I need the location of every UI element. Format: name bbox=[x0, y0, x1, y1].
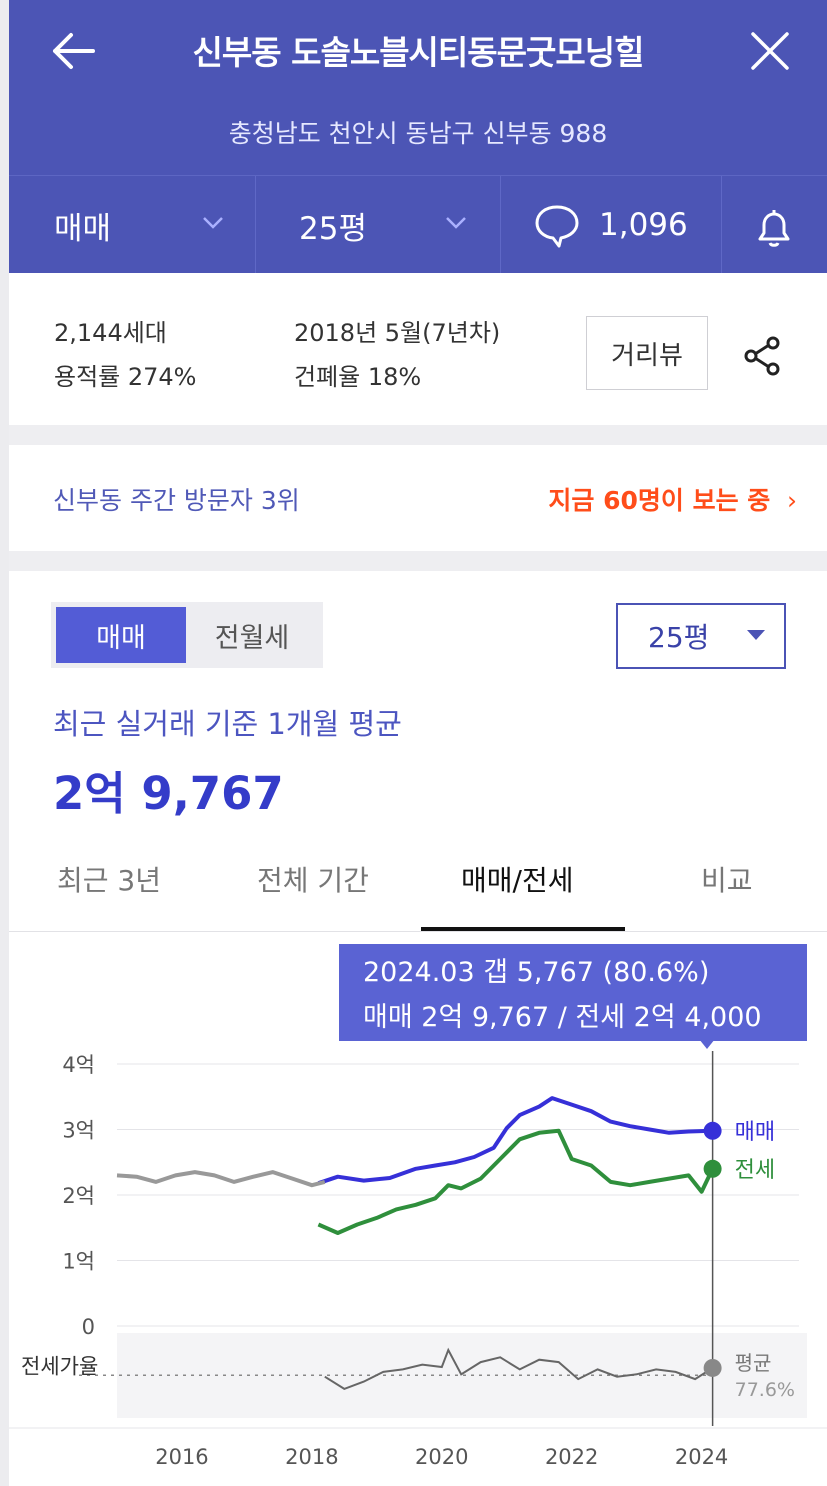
size-label: 25평 bbox=[299, 210, 367, 247]
tab-all-period[interactable]: 전체 기간 bbox=[257, 864, 369, 897]
toggle-rent[interactable]: 전월세 bbox=[214, 622, 290, 654]
chevron-down-icon bbox=[446, 217, 466, 229]
header: 신부동 도솔노블시티동문굿모닝힐 충청남도 천안시 동남구 신부동 988 매매… bbox=[9, 0, 827, 274]
speech-bubble-icon bbox=[535, 205, 579, 248]
header-subbar: 매매 25평 1,096 bbox=[9, 175, 827, 274]
tab-compare[interactable]: 비교 bbox=[701, 864, 753, 897]
bcr-text: 건폐율 18% bbox=[294, 363, 422, 391]
divider bbox=[721, 176, 722, 274]
road-view-button[interactable]: 거리뷰 bbox=[586, 316, 708, 390]
active-tab-indicator bbox=[421, 927, 625, 931]
visitor-rank-text: 신부동 주간 방문자 3위 bbox=[53, 486, 300, 515]
ratio-average-value: 77.6% bbox=[735, 1379, 795, 1401]
ratio-average-label: 평균 bbox=[735, 1351, 772, 1375]
size-dropdown[interactable]: 25평 bbox=[616, 603, 786, 669]
series-end-label: 매매 bbox=[735, 1120, 775, 1145]
x-tick-label: 2022 bbox=[545, 1445, 598, 1469]
address-text: 충청남도 천안시 동남구 신부동 988 bbox=[228, 119, 608, 148]
price-section: 매매 전월세 25평 최근 실거래 기준 1개월 평균 2억 9,767 최근 … bbox=[9, 571, 827, 1486]
divider bbox=[500, 176, 501, 274]
built-text: 2018년 5월(7년차) bbox=[294, 319, 501, 347]
ratio-line bbox=[324, 1347, 714, 1391]
section-gap bbox=[9, 425, 827, 445]
comments-button[interactable]: 1,096 bbox=[533, 176, 713, 274]
share-icon[interactable] bbox=[739, 333, 785, 379]
tab-sale-jeonse[interactable]: 매매/전세 bbox=[461, 864, 574, 897]
y-tick-label: 2억 bbox=[62, 1184, 95, 1208]
x-tick-label: 2020 bbox=[415, 1445, 468, 1469]
chevron-down-icon bbox=[203, 217, 223, 229]
chart-tabs: 최근 3년 전체 기간 매매/전세 비교 bbox=[9, 843, 827, 932]
y-tick-label: 1억 bbox=[62, 1250, 95, 1274]
series-line-0 bbox=[317, 1096, 713, 1186]
live-viewers-link[interactable]: 지금 60명이 보는 중 › bbox=[548, 481, 797, 517]
back-arrow-icon[interactable] bbox=[49, 28, 99, 74]
bell-icon[interactable] bbox=[752, 206, 796, 250]
visitor-banner[interactable]: 신부동 주간 방문자 3위 지금 60명이 보는 중 › bbox=[9, 445, 827, 551]
size-dropdown-label: 25평 bbox=[648, 621, 710, 654]
size-select[interactable]: 25평 bbox=[299, 176, 499, 274]
page-title: 신부동 도솔노블시티동문굿모닝힐 bbox=[192, 33, 645, 72]
ratio-label: 전세가율 bbox=[21, 1354, 98, 1378]
divider bbox=[255, 176, 256, 274]
y-tick-label: 3억 bbox=[62, 1119, 95, 1143]
comment-count: 1,096 bbox=[599, 207, 688, 243]
x-tick-label: 2018 bbox=[285, 1445, 338, 1469]
series-line-2 bbox=[116, 1170, 326, 1188]
chart-tooltip: 2024.03 갭 5,767 (80.6%) 매매 2억 9,767 / 전세… bbox=[339, 944, 807, 1041]
series-end-marker bbox=[703, 1159, 722, 1178]
ratio-end-marker bbox=[703, 1358, 722, 1377]
x-tick-label: 2024 bbox=[675, 1445, 728, 1469]
chevron-right-icon: › bbox=[787, 486, 797, 515]
toggle-sale[interactable]: 매매 bbox=[56, 607, 186, 663]
far-text: 용적률 274% bbox=[54, 363, 197, 391]
households-text: 2,144세대 bbox=[54, 319, 167, 347]
series-end-label: 전세 bbox=[735, 1158, 775, 1183]
series-line-1 bbox=[317, 1128, 715, 1235]
deal-type-label: 매매 bbox=[54, 210, 112, 247]
tooltip-line-1: 2024.03 갭 5,767 (80.6%) bbox=[363, 957, 710, 988]
average-price: 2억 9,767 bbox=[53, 767, 284, 820]
caret-down-icon bbox=[747, 630, 765, 640]
deal-type-select[interactable]: 매매 bbox=[54, 176, 254, 274]
tooltip-pointer bbox=[699, 1039, 715, 1049]
live-viewers-text: 지금 60명이 보는 중 bbox=[548, 486, 771, 515]
y-tick-label: 4억 bbox=[62, 1053, 95, 1077]
y-tick-label: 0 bbox=[82, 1315, 95, 1339]
info-panel: 2,144세대 용적률 274% 2018년 5월(7년차) 건폐율 18% 거… bbox=[9, 273, 827, 425]
x-tick-label: 2016 bbox=[155, 1445, 208, 1469]
tooltip-line-2: 매매 2억 9,767 / 전세 2억 4,000 bbox=[363, 1002, 762, 1033]
section-gap bbox=[9, 551, 827, 571]
tab-recent-3y[interactable]: 최근 3년 bbox=[57, 864, 161, 897]
app-frame: 신부동 도솔노블시티동문굿모닝힐 충청남도 천안시 동남구 신부동 988 매매… bbox=[9, 0, 827, 1486]
series-end-marker bbox=[703, 1121, 722, 1140]
recent-average-label: 최근 실거래 기준 1개월 평균 bbox=[53, 707, 402, 741]
deal-toggle: 매매 전월세 bbox=[51, 602, 323, 668]
close-icon[interactable] bbox=[747, 28, 793, 74]
